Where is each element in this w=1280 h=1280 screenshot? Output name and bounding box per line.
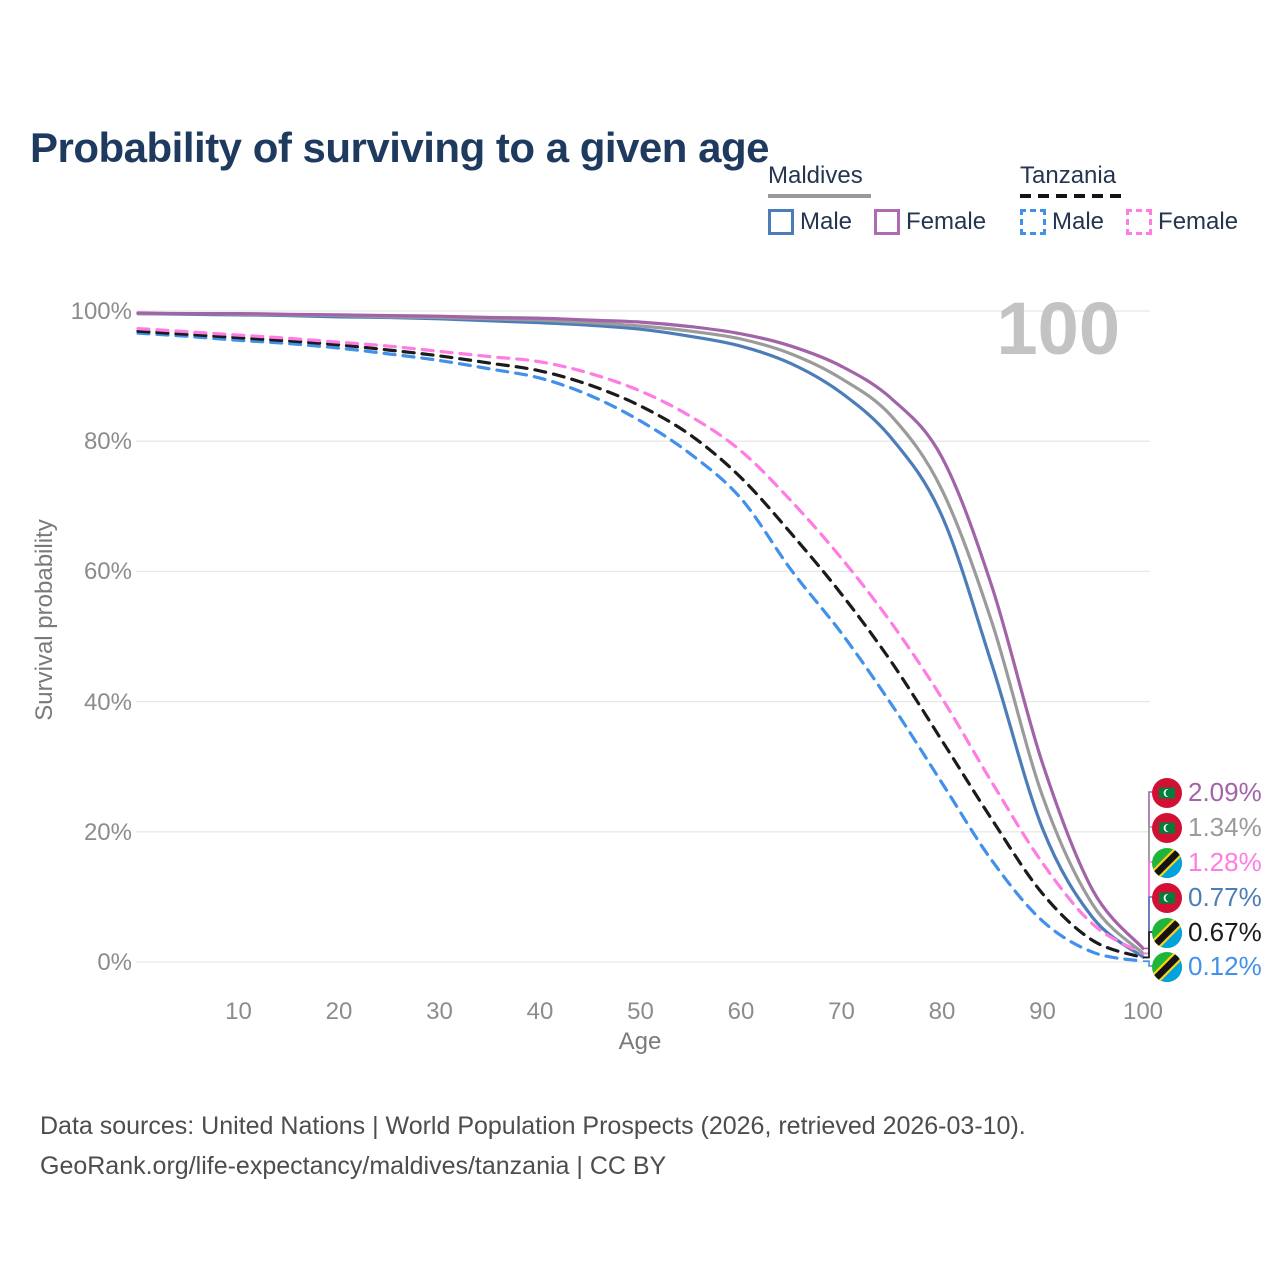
legend-group-tanzania: Tanzania Male Female [1020,162,1238,236]
y-tick-20: 20% [83,818,132,846]
legend-header-maldives: Maldives [768,162,863,189]
y-tick-0: 0% [97,949,132,976]
legend-label-maldives-male: Male [800,208,853,235]
y-tick-100: 100% [70,298,132,325]
maldives-flag-icon [1152,777,1182,808]
footer-line-sources: Data sources: United Nations | World Pop… [40,1112,1026,1140]
legend-header-tanzania: Tanzania [1020,162,1117,189]
end-label-value: 0.67% [1188,917,1262,947]
age-counter-watermark: 100 [996,287,1120,370]
curve-maldives-female [136,311,1145,950]
end-label-row-tanzania-both: 0.67% [1152,917,1262,948]
y-tick-80: 80% [83,428,132,456]
end-label-value: 0.77% [1188,882,1262,912]
x-tick-60: 60 [727,998,755,1025]
tanzania-flag-icon [1152,917,1182,948]
maldives-flag-icon [1152,882,1182,913]
curve-tanzania-both [136,329,1145,960]
curve-tanzania-female [136,327,1145,956]
x-tick-40: 40 [526,998,554,1025]
y-tick-40: 40% [83,688,132,716]
end-label-value: 2.09% [1188,777,1262,807]
footer-line-url: GeoRank.org/life-expectancy/maldives/tan… [40,1152,667,1180]
x-axis-title: Age [618,1028,662,1055]
legend-row-maldives: Male Female [768,208,986,236]
end-label-value: 1.28% [1188,847,1262,877]
curve-maldives-both [136,311,1145,955]
legend-label-tanzania-male: Male [1052,208,1105,235]
legend-swatch-tanzania-female [1126,209,1153,235]
end-label-row-tanzania-male: 0.12% [1152,951,1262,982]
x-tick-20: 20 [325,998,353,1025]
legend-swatch-tanzania-male [1020,209,1046,235]
end-label-connector [1143,931,1154,959]
end-label-value: 1.34% [1188,812,1262,842]
page-title: Probability of surviving to a given age [30,124,769,172]
end-label-row-maldives-both: 1.34% [1152,812,1262,843]
y-tick-60: 60% [83,558,132,586]
x-tick-80: 80 [928,998,956,1025]
legend-label-maldives-female: Female [906,208,987,235]
footer-attribution: Data sources: United Nations | World Pop… [40,1106,1026,1186]
legend-swatch-maldives-female [874,209,901,235]
legend-label-tanzania-female: Female [1158,208,1239,235]
x-tick-30: 30 [426,998,453,1025]
end-label-row-maldives-female: 2.09% [1152,777,1262,808]
end-label-connector [1143,960,1154,967]
x-tick-70: 70 [828,998,855,1025]
end-label-value: 0.12% [1188,951,1262,981]
x-tick-90: 90 [1029,998,1056,1025]
legend-underline-dashed [1020,194,1123,198]
end-label-row-maldives-male: 0.77% [1152,882,1262,913]
legend-group-maldives: Maldives Male Female [768,162,986,236]
x-tick-100: 100 [1122,998,1164,1025]
legend-underline-solid [768,194,871,198]
end-label-row-tanzania-female: 1.28% [1152,847,1262,878]
y-axis-title: Survival probability [31,519,58,721]
legend-row-tanzania: Male Female [1020,208,1238,236]
maldives-flag-icon [1152,812,1182,843]
x-tick-10: 10 [225,998,252,1025]
tanzania-flag-icon [1152,951,1182,982]
legend-swatch-maldives-male [768,209,794,235]
curve-tanzania-male [136,331,1145,963]
tanzania-flag-icon [1152,847,1182,878]
x-tick-50: 50 [627,998,654,1025]
